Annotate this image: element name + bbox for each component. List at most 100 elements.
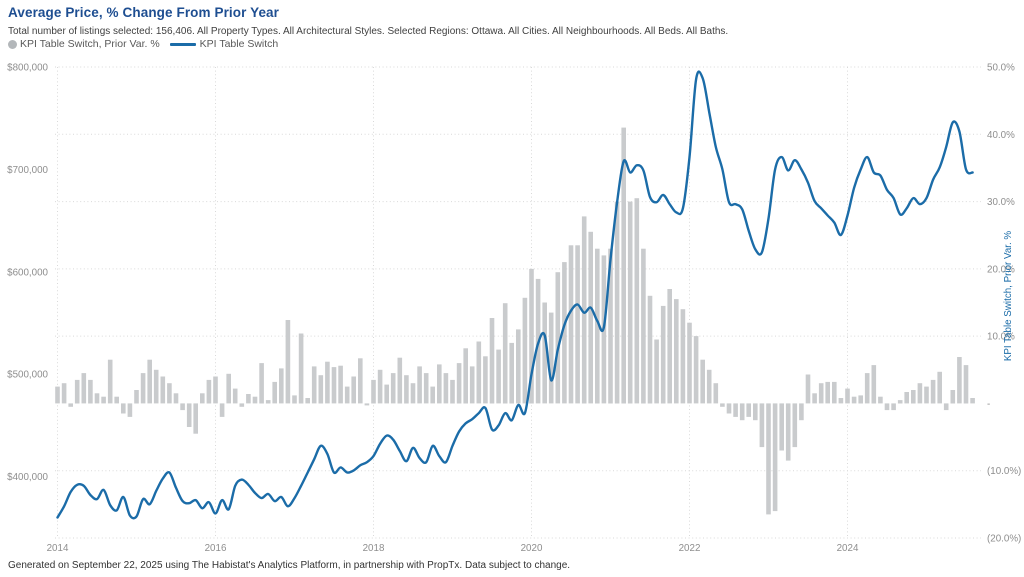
pct-change-bar[interactable] <box>88 379 93 404</box>
pct-change-bar[interactable] <box>575 245 580 404</box>
pct-change-bar[interactable] <box>206 379 212 404</box>
pct-change-bar[interactable] <box>311 366 317 404</box>
pct-change-bar[interactable] <box>581 216 587 404</box>
pct-change-bar[interactable] <box>911 390 916 404</box>
pct-change-bar[interactable] <box>864 373 870 404</box>
pct-change-bar[interactable] <box>140 373 146 404</box>
pct-change-bar[interactable] <box>147 359 152 404</box>
pct-change-bar[interactable] <box>667 289 672 404</box>
pct-change-bar[interactable] <box>614 201 620 404</box>
pct-change-bar[interactable] <box>812 393 817 404</box>
pct-change-bar[interactable] <box>733 403 738 417</box>
pct-change-bar[interactable] <box>706 369 712 404</box>
pct-change-bar[interactable] <box>832 381 837 404</box>
pct-change-bar[interactable] <box>298 333 304 404</box>
pct-change-bar[interactable] <box>430 386 435 404</box>
pct-change-bar[interactable] <box>693 336 699 404</box>
pct-change-bar[interactable] <box>772 403 778 512</box>
pct-change-bar[interactable] <box>871 365 877 404</box>
pct-change-bar[interactable] <box>496 349 501 404</box>
pct-change-bar[interactable] <box>68 403 73 407</box>
pct-change-bar[interactable] <box>246 394 251 404</box>
pct-change-bar[interactable] <box>759 403 765 448</box>
pct-change-bar[interactable] <box>81 373 87 404</box>
pct-change-bar[interactable] <box>654 339 659 404</box>
pct-change-bar[interactable] <box>845 388 850 404</box>
pct-change-bar[interactable] <box>792 403 798 448</box>
pct-change-bar[interactable] <box>450 379 455 404</box>
pct-change-bar[interactable] <box>338 365 343 404</box>
pct-change-bar[interactable] <box>463 348 468 404</box>
pct-change-bar[interactable] <box>213 376 218 404</box>
pct-change-bar[interactable] <box>957 357 962 404</box>
pct-change-bar[interactable] <box>186 403 192 427</box>
pct-change-bar[interactable] <box>562 262 567 404</box>
pct-change-bar[interactable] <box>595 248 600 404</box>
pct-change-bar[interactable] <box>548 312 554 404</box>
pct-change-bar[interactable] <box>469 366 475 404</box>
pct-change-bar[interactable] <box>483 356 488 404</box>
pct-change-bar[interactable] <box>121 403 126 414</box>
pct-change-bar[interactable] <box>726 403 732 414</box>
pct-change-bar[interactable] <box>542 302 547 404</box>
pct-change-bar[interactable] <box>529 268 534 404</box>
pct-change-bar[interactable] <box>305 398 310 404</box>
legend-item-prior-var[interactable]: KPI Table Switch, Prior Var. % <box>8 38 160 50</box>
pct-change-bar[interactable] <box>799 403 804 421</box>
pct-change-bar[interactable] <box>344 386 350 404</box>
pct-change-bar[interactable] <box>627 201 633 404</box>
pct-change-bar[interactable] <box>55 386 60 404</box>
pct-change-bar[interactable] <box>878 396 883 404</box>
pct-change-bar[interactable] <box>588 231 593 404</box>
pct-change-bar[interactable] <box>417 366 422 404</box>
pct-change-bar[interactable] <box>687 322 692 404</box>
pct-change-bar[interactable] <box>851 396 857 404</box>
pct-change-bar[interactable] <box>410 383 416 404</box>
pct-change-bar[interactable] <box>397 357 403 404</box>
pct-change-bar[interactable] <box>437 364 442 404</box>
pct-change-bar[interactable] <box>364 403 370 406</box>
pct-change-bar[interactable] <box>423 373 429 404</box>
pct-change-bar[interactable] <box>641 248 646 404</box>
avg-price-line[interactable] <box>56 70 974 520</box>
pct-change-bar[interactable] <box>114 396 119 404</box>
pct-change-bar[interactable] <box>917 383 923 404</box>
pct-change-bar[interactable] <box>167 383 172 404</box>
pct-change-bar[interactable] <box>318 375 324 404</box>
pct-change-bar[interactable] <box>522 297 528 404</box>
pct-change-bar[interactable] <box>285 320 291 404</box>
pct-change-bar[interactable] <box>252 396 258 404</box>
pct-change-bar[interactable] <box>950 390 956 404</box>
pct-change-bar[interactable] <box>134 390 139 404</box>
pct-change-bar[interactable] <box>351 376 356 404</box>
pct-change-bar[interactable] <box>660 305 666 404</box>
pct-change-bar[interactable] <box>970 398 975 404</box>
pct-change-bar[interactable] <box>924 386 929 404</box>
pct-change-bar[interactable] <box>766 403 771 515</box>
pct-change-bar[interactable] <box>785 403 791 461</box>
pct-change-bar[interactable] <box>265 400 271 404</box>
pct-change-bar[interactable] <box>937 371 942 404</box>
pct-change-bar[interactable] <box>443 373 449 404</box>
pct-change-bar[interactable] <box>608 248 613 404</box>
pct-change-bar[interactable] <box>404 375 409 404</box>
pct-change-bar[interactable] <box>232 388 238 404</box>
pct-change-bar[interactable] <box>897 400 903 404</box>
pct-change-bar[interactable] <box>219 403 225 417</box>
pct-change-bar[interactable] <box>325 361 330 404</box>
pct-change-bar[interactable] <box>746 403 751 417</box>
pct-change-bar[interactable] <box>127 403 133 417</box>
pct-change-bar[interactable] <box>509 342 514 404</box>
pct-change-bar[interactable] <box>160 376 166 404</box>
pct-change-bar[interactable] <box>753 403 758 421</box>
pct-change-bar[interactable] <box>180 403 185 411</box>
pct-change-bar[interactable] <box>555 272 561 404</box>
pct-change-bar[interactable] <box>173 393 179 404</box>
legend-item-price[interactable]: KPI Table Switch <box>160 38 278 50</box>
pct-change-bar[interactable] <box>456 363 462 404</box>
pct-change-bar[interactable] <box>805 374 811 404</box>
pct-change-bar[interactable] <box>884 403 890 411</box>
pct-change-bar[interactable] <box>153 369 159 404</box>
pct-change-bar[interactable] <box>259 363 264 404</box>
pct-change-bar[interactable] <box>621 127 626 404</box>
